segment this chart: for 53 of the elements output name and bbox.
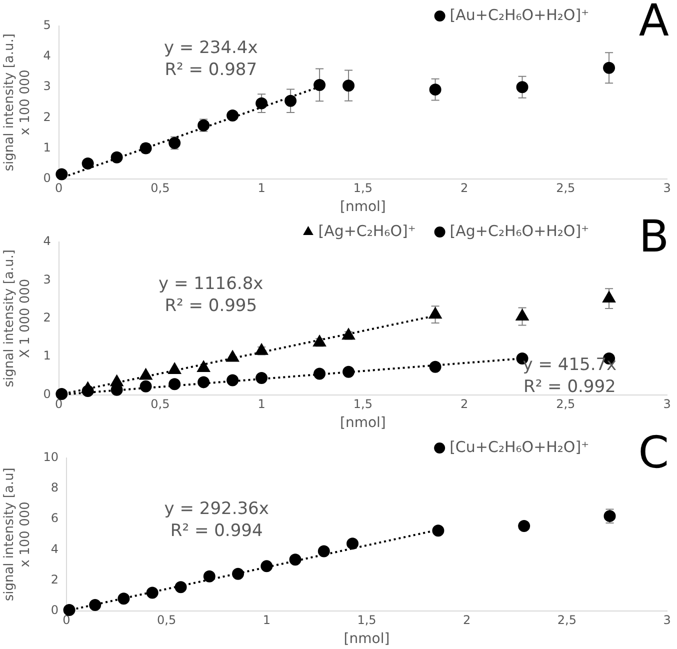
x-tick-label: 3 [663, 181, 671, 196]
x-tick-label: 1,5 [353, 181, 372, 196]
y-axis-title: signal intensity [a.u] x 100 000 [2, 468, 33, 602]
x-tick-label: 0,5 [150, 397, 170, 412]
x-tick-label: 2,5 [557, 613, 576, 628]
x-tick-label: 1 [262, 613, 270, 628]
y-tick-label: 4 [50, 542, 58, 556]
legend-label: [Ag+C₂H₆O+H₂O]⁺ [450, 222, 590, 240]
x-axis-title: [nmol] [340, 415, 386, 432]
y-tick-label: 3 [43, 79, 51, 94]
y-axis-title: signal intensity [a.u.] X 1 000 000 [2, 250, 33, 388]
y-tick-label: 4 [43, 234, 51, 248]
x-tick-label: 2 [460, 397, 468, 412]
x-axis-title: [nmol] [340, 199, 386, 216]
legend-label: [Au+C₂H₆O+H₂O]⁺ [450, 6, 590, 24]
x-tick-label: 1 [258, 397, 266, 412]
x-tick-label: 2,5 [556, 397, 576, 412]
x-tick-label: 0 [62, 613, 70, 628]
legend-label: [Cu+C₂H₆O+H₂O]⁺ [450, 438, 590, 456]
y-tick-label: 2 [43, 110, 51, 124]
annotation: A [638, 0, 669, 46]
annotation: y = 415.7x R² = 0.992 [522, 354, 617, 397]
x-tick-label: 1,5 [357, 613, 376, 628]
y-tick-label: 0 [50, 602, 58, 617]
y-tick-label: 2 [43, 310, 51, 325]
y-tick-label: 4 [43, 48, 51, 63]
y-axis-title: signal intensity [a.u.] x 100 000 [2, 34, 33, 172]
y-tick-label: 8 [50, 480, 58, 495]
y-tick-label: 2 [50, 572, 58, 586]
x-tick-label: 2 [463, 613, 471, 628]
x-tick-label: 0,5 [150, 181, 170, 196]
annotation: y = 1116.8x R² = 0.995 [158, 274, 264, 316]
y-tick-label: 1 [43, 348, 51, 363]
x-tick-label: 1 [258, 181, 266, 196]
x-tick-label: 3 [663, 613, 671, 628]
x-tick-label: 3 [663, 397, 671, 412]
legend-label: [Ag+C₂H₆O]⁺ [318, 222, 416, 240]
y-tick-label: 1 [43, 140, 51, 154]
x-tick-label: 2 [460, 181, 468, 196]
annotation: B [638, 211, 669, 262]
y-tick-label: 10 [43, 450, 58, 464]
x-tick-label: 1,5 [353, 397, 372, 412]
x-axis-title: [nmol] [344, 631, 390, 648]
annotation: y = 234.4x R² = 0.987 [164, 38, 258, 80]
y-tick-label: 6 [50, 511, 58, 526]
y-tick-label: 0 [43, 170, 51, 185]
annotation: y = 292.36x R² = 0.994 [164, 499, 269, 542]
y-tick-label: 0 [43, 386, 51, 401]
x-tick-label: 2,5 [556, 181, 576, 196]
y-tick-label: 5 [43, 18, 51, 32]
annotation: C [638, 427, 669, 478]
x-tick-label: 0,5 [157, 613, 176, 628]
y-tick-label: 3 [43, 272, 51, 286]
